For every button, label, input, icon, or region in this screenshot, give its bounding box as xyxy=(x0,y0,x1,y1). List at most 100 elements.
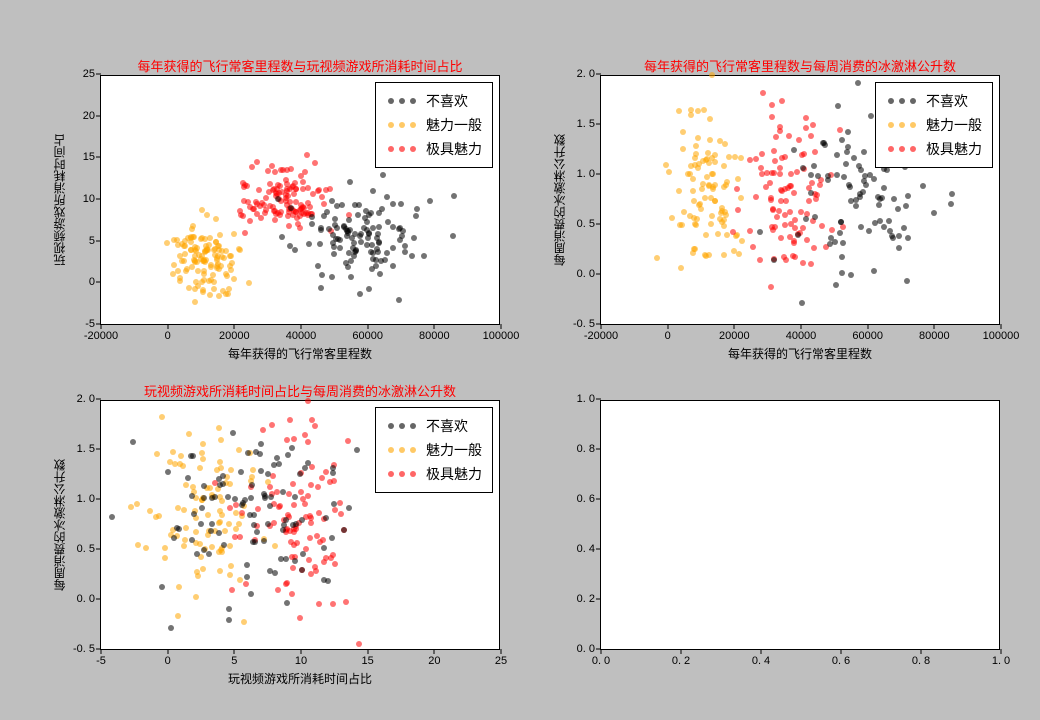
scatter-dot xyxy=(250,467,256,473)
scatter-dot xyxy=(245,199,251,205)
scatter-dot xyxy=(301,211,307,217)
scatter-dot xyxy=(251,522,257,528)
scatter-dot xyxy=(863,182,869,188)
scatter-dot xyxy=(835,103,841,109)
x-tick-label: 100000 xyxy=(483,330,520,342)
scatter-dot xyxy=(792,217,798,223)
scatter-dot xyxy=(779,98,785,104)
tick-mark xyxy=(841,649,842,654)
tick-mark xyxy=(681,649,682,654)
x-tick-label: -20000 xyxy=(584,330,618,342)
scatter-dot xyxy=(153,514,159,520)
scatter-dot xyxy=(901,225,907,231)
chart-panel: 每年获得的飞行常客里程数与每周消费的冰激淋公升数每年获得的飞行常客里程数每周消费… xyxy=(600,75,1000,325)
scatter-dot xyxy=(676,108,682,114)
scatter-dot xyxy=(777,128,783,134)
scatter-dot xyxy=(211,279,217,285)
scatter-dot xyxy=(201,483,207,489)
scatter-dot xyxy=(317,241,323,247)
x-tick-label: 10 xyxy=(295,655,307,667)
scatter-dot xyxy=(128,504,134,510)
scatter-dot xyxy=(806,198,812,204)
scatter-dot xyxy=(300,204,306,210)
scatter-dot xyxy=(290,565,296,571)
scatter-dot xyxy=(791,147,797,153)
scatter-dot xyxy=(845,144,851,150)
scatter-dot xyxy=(277,503,283,509)
scatter-dot xyxy=(321,577,327,583)
scatter-dot xyxy=(801,151,807,157)
scatter-dot xyxy=(214,255,220,261)
y-tick-label: 0. 6 xyxy=(577,493,601,505)
tick-mark xyxy=(167,324,168,329)
scatter-dot xyxy=(217,232,223,238)
scatter-dot xyxy=(366,230,372,236)
tick-mark xyxy=(367,649,368,654)
x-tick-label: 0. 6 xyxy=(832,655,850,667)
scatter-dot xyxy=(216,520,222,526)
scatter-dot xyxy=(202,236,208,242)
scatter-dot xyxy=(708,195,714,201)
x-tick-label: 25 xyxy=(495,655,507,667)
scatter-dot xyxy=(298,173,304,179)
scatter-dot xyxy=(356,641,362,647)
scatter-dot xyxy=(421,253,427,259)
y-tick-label: 1. 0 xyxy=(577,393,601,405)
scatter-dot xyxy=(800,225,806,231)
chart-title: 每年获得的飞行常客里程数与每周消费的冰激淋公升数 xyxy=(601,56,999,75)
scatter-dot xyxy=(402,243,408,249)
scatter-dot xyxy=(222,528,228,534)
scatter-dot xyxy=(753,156,759,162)
scatter-dot xyxy=(265,471,271,477)
scatter-dot xyxy=(204,212,210,218)
scatter-dot xyxy=(817,182,823,188)
scatter-dot xyxy=(273,211,279,217)
scatter-dot xyxy=(771,148,777,154)
scatter-dot xyxy=(292,180,298,186)
scatter-dot xyxy=(171,535,177,541)
scatter-dot xyxy=(786,133,792,139)
scatter-dot xyxy=(216,425,222,431)
tick-mark xyxy=(801,324,802,329)
scatter-dot xyxy=(796,137,802,143)
scatter-dot xyxy=(284,167,290,173)
scatter-dot xyxy=(814,192,820,198)
scatter-dot xyxy=(843,161,849,167)
scatter-dot xyxy=(314,533,320,539)
scatter-dot xyxy=(216,243,222,249)
legend-marker xyxy=(384,419,420,433)
scatter-dot xyxy=(735,207,741,213)
scatter-dot xyxy=(777,165,783,171)
scatter-dot xyxy=(316,601,322,607)
legend-label: 魅力一般 xyxy=(426,115,482,135)
scatter-dot xyxy=(312,564,318,570)
scatter-dot xyxy=(318,227,324,233)
scatter-dot xyxy=(811,245,817,251)
scatter-dot xyxy=(228,467,234,473)
scatter-dot xyxy=(377,271,383,277)
scatter-dot xyxy=(189,264,195,270)
scatter-dot xyxy=(838,219,844,225)
scatter-dot xyxy=(200,289,206,295)
legend-marker xyxy=(384,118,420,132)
scatter-dot xyxy=(291,502,297,508)
scatter-dot xyxy=(207,485,213,491)
y-tick-label: 10 xyxy=(83,193,101,205)
scatter-dot xyxy=(357,233,363,239)
scatter-dot xyxy=(773,134,779,140)
scatter-dot xyxy=(214,467,220,473)
scatter-dot xyxy=(285,452,291,458)
scatter-dot xyxy=(216,293,222,299)
scatter-dot xyxy=(300,496,306,502)
scatter-dot xyxy=(180,463,186,469)
scatter-dot xyxy=(172,461,178,467)
scatter-dot xyxy=(352,202,358,208)
scatter-dot xyxy=(861,149,867,155)
x-tick-label: 0. 4 xyxy=(752,655,770,667)
scatter-dot xyxy=(379,206,385,212)
scatter-dot xyxy=(189,226,195,232)
scatter-dot xyxy=(834,152,840,158)
scatter-dot xyxy=(193,529,199,535)
scatter-dot xyxy=(280,527,286,533)
scatter-dot xyxy=(220,473,226,479)
